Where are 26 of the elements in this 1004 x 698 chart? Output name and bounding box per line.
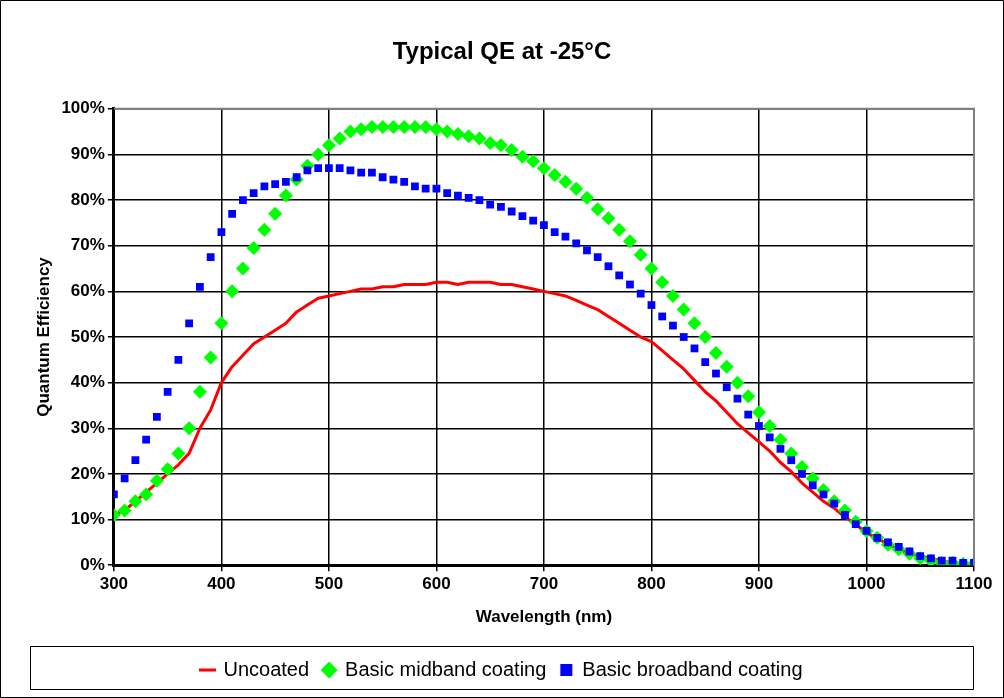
x-tick-label: 800 xyxy=(637,574,666,594)
y-tick-label: 40% xyxy=(70,372,105,392)
y-tick-label: 70% xyxy=(70,235,105,255)
x-tick-label: 500 xyxy=(314,574,344,594)
y-tick-label: 50% xyxy=(70,326,105,346)
x-axis-title: Wavelength (nm) xyxy=(475,607,613,627)
y-tick-label: 80% xyxy=(70,189,105,209)
x-tick-label: 300 xyxy=(99,574,129,594)
x-tick-label: 1000 xyxy=(847,574,886,594)
legend-label: Uncoated xyxy=(223,657,310,680)
x-tick-label: 900 xyxy=(744,574,774,594)
x-tick-label: 700 xyxy=(529,574,559,594)
legend-label: Basic broadband coating xyxy=(582,657,803,680)
y-tick-label: 90% xyxy=(70,144,105,164)
legend-label: Basic midband coating xyxy=(345,657,547,680)
x-tick-label: 400 xyxy=(207,574,236,594)
y-axis-title: Quantum Efficiency xyxy=(33,256,53,417)
y-tick-label: 100% xyxy=(61,98,105,118)
y-tick-label: 0% xyxy=(80,554,105,574)
y-tick-label: 60% xyxy=(70,281,105,301)
chart-title: Typical QE at -25°C xyxy=(392,37,612,65)
y-tick-label: 20% xyxy=(70,463,105,483)
x-tick-label: 1100 xyxy=(955,574,993,594)
x-tick-label: 600 xyxy=(422,574,451,594)
y-tick-label: 30% xyxy=(70,417,105,437)
y-tick-label: 10% xyxy=(70,509,105,529)
